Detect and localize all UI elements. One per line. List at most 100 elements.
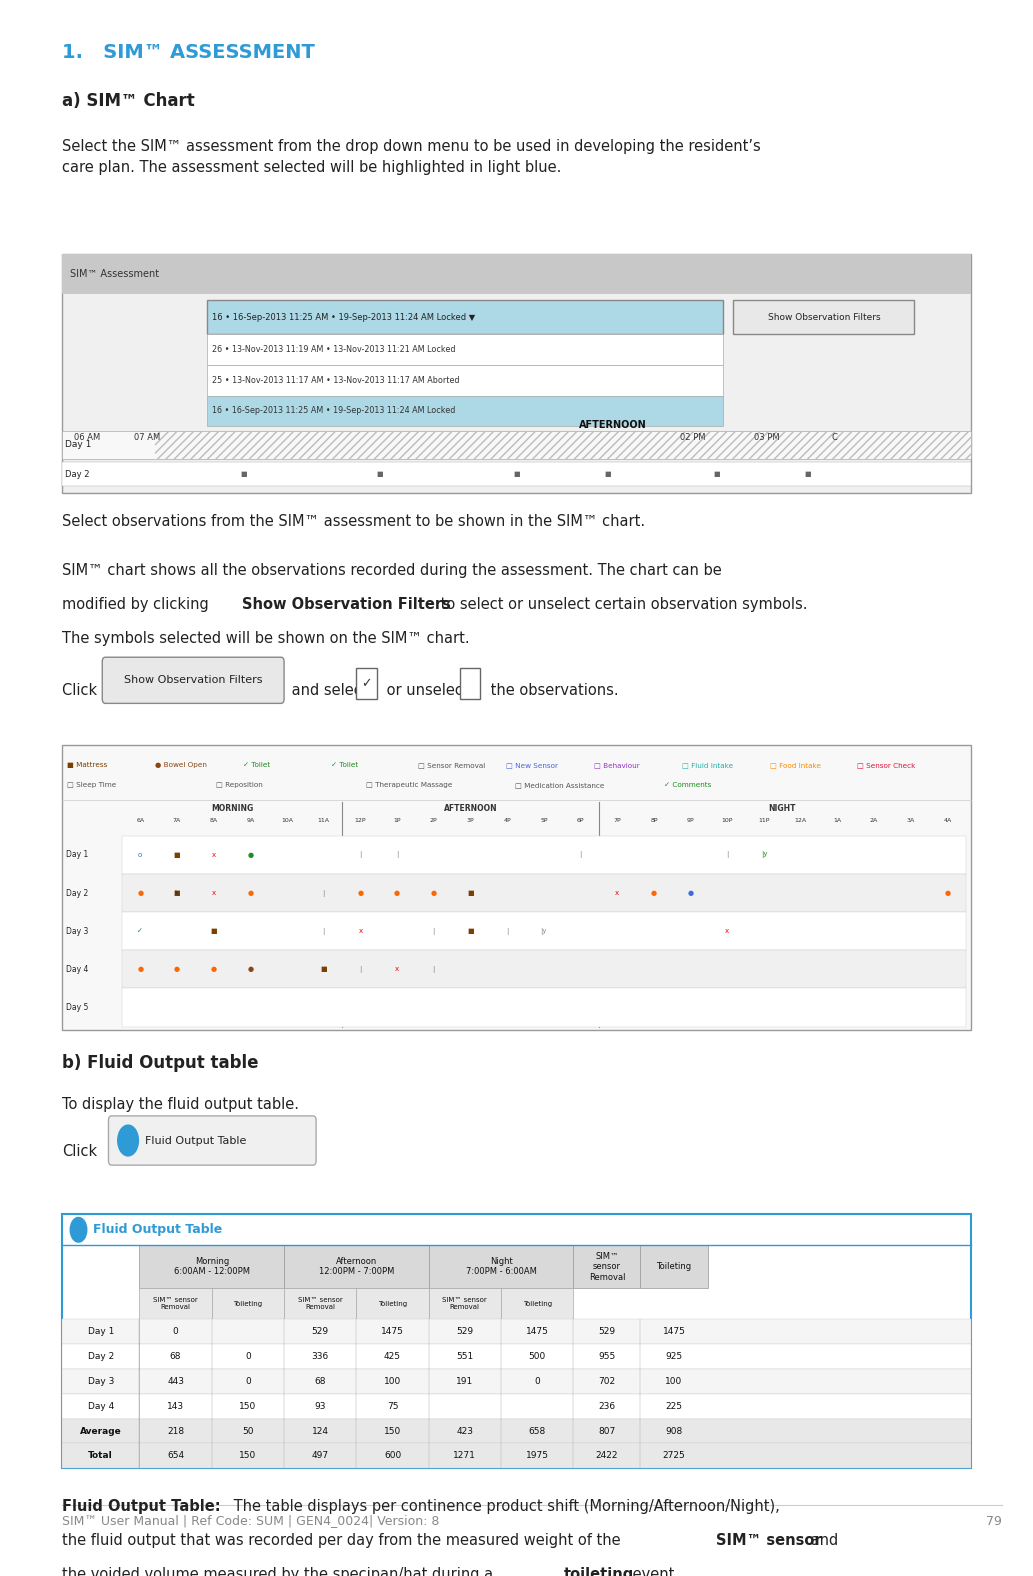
FancyBboxPatch shape xyxy=(62,1370,971,1393)
FancyBboxPatch shape xyxy=(207,364,723,396)
Text: ●: ● xyxy=(174,966,180,972)
Text: event.: event. xyxy=(628,1567,679,1576)
Text: x: x xyxy=(395,966,399,972)
Text: □ Sleep Time: □ Sleep Time xyxy=(67,782,117,788)
FancyBboxPatch shape xyxy=(62,1344,971,1370)
Text: 10P: 10P xyxy=(722,818,733,823)
Text: □ Medication Assistance: □ Medication Assistance xyxy=(515,782,604,788)
Text: 124: 124 xyxy=(312,1426,328,1436)
Text: 5P: 5P xyxy=(540,818,547,823)
Text: |y: |y xyxy=(760,851,768,859)
FancyBboxPatch shape xyxy=(207,334,723,364)
Text: Toileting: Toileting xyxy=(523,1300,552,1307)
Text: 1A: 1A xyxy=(834,818,842,823)
Text: 79: 79 xyxy=(987,1515,1002,1527)
Text: 68: 68 xyxy=(169,1352,182,1362)
Text: |: | xyxy=(506,928,508,935)
Text: 50: 50 xyxy=(242,1426,254,1436)
Text: □ Therapeutic Massage: □ Therapeutic Massage xyxy=(366,782,452,788)
FancyBboxPatch shape xyxy=(356,668,377,698)
Text: To display the fluid output table.: To display the fluid output table. xyxy=(62,1097,299,1113)
Text: ■: ■ xyxy=(377,471,383,478)
Text: Day 4: Day 4 xyxy=(66,965,89,974)
Text: 225: 225 xyxy=(665,1401,683,1411)
Text: SIM™ sensor
Removal: SIM™ sensor Removal xyxy=(442,1297,488,1310)
FancyBboxPatch shape xyxy=(122,875,966,913)
FancyBboxPatch shape xyxy=(62,462,971,487)
FancyBboxPatch shape xyxy=(501,1288,573,1319)
Text: Morning
6:00AM - 12:00PM: Morning 6:00AM - 12:00PM xyxy=(174,1258,250,1277)
Text: toileting: toileting xyxy=(564,1567,634,1576)
Text: 10A: 10A xyxy=(281,818,293,823)
Text: ■: ■ xyxy=(713,471,720,478)
Text: 0: 0 xyxy=(534,1377,540,1385)
Text: C: C xyxy=(832,432,838,441)
Text: Day 2: Day 2 xyxy=(88,1352,114,1362)
Text: ■: ■ xyxy=(241,471,247,478)
FancyBboxPatch shape xyxy=(284,1245,429,1288)
FancyBboxPatch shape xyxy=(640,1245,708,1288)
Text: x: x xyxy=(616,890,620,897)
Text: ●: ● xyxy=(211,966,217,972)
Text: Day 1: Day 1 xyxy=(88,1327,114,1336)
Text: □ Food Intake: □ Food Intake xyxy=(770,761,820,768)
Text: ●: ● xyxy=(137,966,144,972)
Text: 150: 150 xyxy=(240,1451,256,1461)
FancyBboxPatch shape xyxy=(429,1288,501,1319)
FancyBboxPatch shape xyxy=(356,1288,429,1319)
Text: 93: 93 xyxy=(314,1401,326,1411)
Text: 07 AM: 07 AM xyxy=(134,432,160,441)
Text: 8P: 8P xyxy=(650,818,658,823)
FancyBboxPatch shape xyxy=(460,668,480,698)
Text: 497: 497 xyxy=(312,1451,328,1461)
Text: AFTERNOON: AFTERNOON xyxy=(578,421,647,430)
Text: |: | xyxy=(396,851,399,859)
Text: 529: 529 xyxy=(312,1327,328,1336)
Text: Click: Click xyxy=(62,1144,97,1158)
Text: 658: 658 xyxy=(529,1426,545,1436)
FancyBboxPatch shape xyxy=(122,835,966,875)
Text: and: and xyxy=(806,1533,838,1548)
Text: Day 1: Day 1 xyxy=(66,851,89,859)
FancyBboxPatch shape xyxy=(62,1215,971,1469)
Text: a) SIM™ Chart: a) SIM™ Chart xyxy=(62,93,195,110)
FancyBboxPatch shape xyxy=(102,657,284,703)
Text: 0: 0 xyxy=(245,1352,251,1362)
Text: |y: |y xyxy=(540,928,547,935)
Text: Select observations from the SIM™ assessment to be shown in the SIM™ chart.: Select observations from the SIM™ assess… xyxy=(62,514,645,530)
Text: 908: 908 xyxy=(665,1426,683,1436)
Text: 236: 236 xyxy=(598,1401,616,1411)
Text: Fluid Output Table: Fluid Output Table xyxy=(93,1223,222,1236)
Text: □ Sensor Removal: □ Sensor Removal xyxy=(418,761,486,768)
Text: Afternoon
12:00PM - 7:00PM: Afternoon 12:00PM - 7:00PM xyxy=(319,1258,394,1277)
Text: 1475: 1475 xyxy=(662,1327,686,1336)
Text: 11P: 11P xyxy=(758,818,770,823)
Text: Day 4: Day 4 xyxy=(88,1401,114,1411)
FancyBboxPatch shape xyxy=(62,1319,971,1344)
Circle shape xyxy=(118,1125,138,1155)
Text: or unselect: or unselect xyxy=(382,684,473,698)
Text: o: o xyxy=(138,853,143,857)
Text: 1271: 1271 xyxy=(453,1451,476,1461)
Text: ■ Mattress: ■ Mattress xyxy=(67,761,107,768)
Text: 925: 925 xyxy=(665,1352,683,1362)
Text: ●: ● xyxy=(394,890,400,897)
Text: 551: 551 xyxy=(457,1352,473,1362)
Text: and select: and select xyxy=(287,684,372,698)
Text: Total: Total xyxy=(89,1451,113,1461)
Text: ■: ■ xyxy=(804,471,811,478)
Text: 600: 600 xyxy=(384,1451,401,1461)
Text: ■: ■ xyxy=(320,966,327,972)
Text: ●: ● xyxy=(651,890,657,897)
Text: 143: 143 xyxy=(167,1401,184,1411)
FancyBboxPatch shape xyxy=(212,1288,284,1319)
Text: 1P: 1P xyxy=(394,818,401,823)
Text: 3A: 3A xyxy=(907,818,915,823)
FancyBboxPatch shape xyxy=(62,1418,971,1444)
Text: Toileting: Toileting xyxy=(378,1300,407,1307)
Text: Toileting: Toileting xyxy=(233,1300,262,1307)
Text: 955: 955 xyxy=(598,1352,616,1362)
Text: ● Bowel Open: ● Bowel Open xyxy=(155,761,207,768)
Text: 16 • 16-Sep-2013 11:25 AM • 19-Sep-2013 11:24 AM Locked ▼: 16 • 16-Sep-2013 11:25 AM • 19-Sep-2013 … xyxy=(212,312,475,322)
Text: 9P: 9P xyxy=(687,818,694,823)
